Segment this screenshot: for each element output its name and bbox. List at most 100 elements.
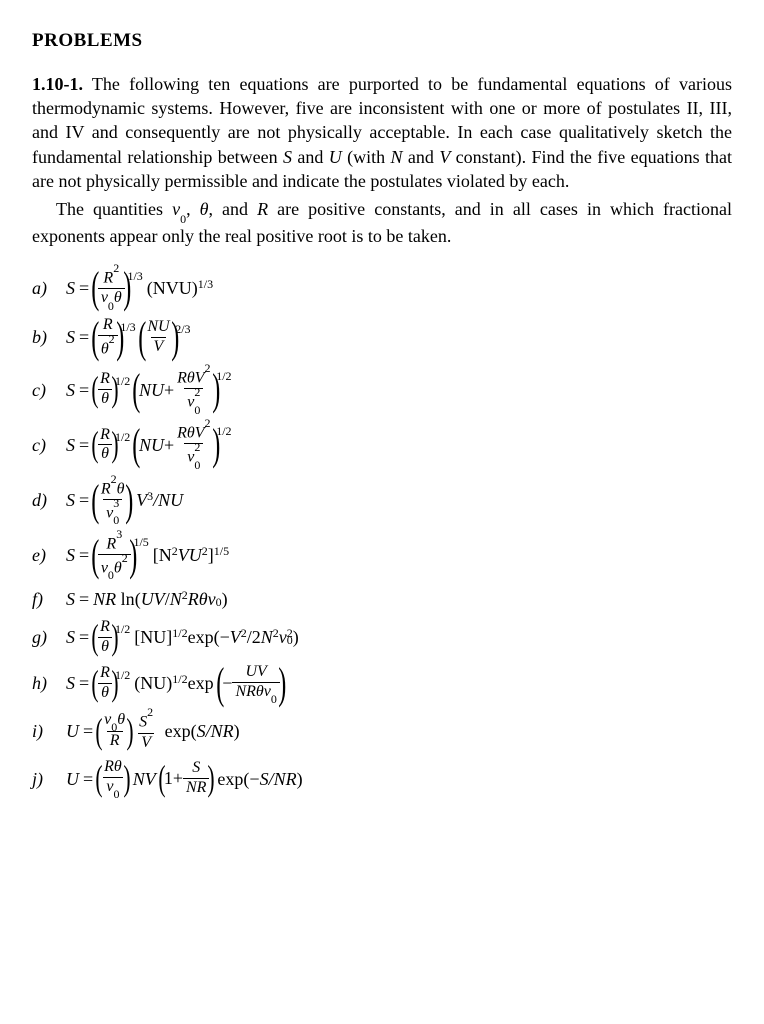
num: R: [106, 535, 116, 552]
term: NV: [133, 767, 156, 791]
sup: 2: [273, 625, 279, 641]
sup: 2: [202, 543, 208, 559]
equation-g: g) S = ( R θ ) 1/2 [NU]1/2exp(− V2/2N2v2…: [32, 619, 732, 656]
exp: exp(: [188, 625, 220, 649]
den: θ: [101, 445, 109, 462]
paren-open: (: [91, 484, 99, 517]
sup: 3: [147, 488, 153, 504]
eq-label: c): [32, 378, 66, 402]
eq-label: g): [32, 625, 66, 649]
minus: −: [220, 625, 230, 649]
term: NU: [139, 433, 164, 457]
term: /2: [247, 625, 261, 649]
eq-label: e): [32, 543, 66, 567]
paren: ): [297, 767, 303, 791]
num: Rθ: [104, 758, 122, 775]
sub: 0: [180, 212, 186, 226]
paren-close: ): [111, 430, 118, 459]
paren-open: (: [138, 321, 146, 354]
den: θ: [101, 638, 109, 655]
var-S: S: [66, 625, 75, 649]
eq-label: i): [32, 719, 66, 743]
sup: 1/2: [172, 625, 187, 641]
fraction: v0θ R: [101, 712, 128, 751]
paren-open: (: [133, 373, 141, 406]
equals: =: [83, 767, 93, 791]
paren-close: ): [129, 539, 137, 572]
problem-number: 1.10-1.: [32, 74, 83, 94]
sup: 2: [205, 361, 211, 375]
equation-c: c) S = ( R θ ) 1/2 ( NU + RθV2 v20: [32, 366, 732, 413]
text: (with: [342, 147, 391, 167]
paren-open: (: [133, 428, 141, 461]
eq-label: f): [32, 587, 66, 611]
equals: =: [79, 276, 89, 300]
paren-open: (: [92, 669, 99, 698]
text: ,: [186, 199, 200, 219]
equation-c-repeat: c) S = ( R θ ) 1/2 ( NU + RθV2 v20: [32, 421, 732, 468]
plus: +: [173, 766, 183, 790]
sup: 2: [113, 261, 119, 275]
exp: exp: [188, 671, 214, 695]
paren-close: ): [278, 667, 286, 700]
num: θ: [117, 711, 125, 728]
sup: 3: [113, 496, 119, 510]
paren-close: ): [126, 484, 134, 517]
fraction: R θ2: [98, 317, 118, 358]
den: θ: [114, 289, 122, 306]
num: UV: [245, 663, 266, 680]
paren: ): [234, 719, 240, 743]
paren-open: (: [91, 321, 99, 354]
text: The quantities: [56, 199, 172, 219]
equation-i: i) U = ( v0θ R ) S2 V exp(S/NR): [32, 710, 732, 751]
num: S: [139, 714, 147, 731]
var-R: R: [257, 199, 268, 219]
term: N: [261, 625, 273, 649]
fraction: NU V: [144, 319, 172, 356]
term: VU: [178, 543, 202, 567]
eq-label: d): [32, 488, 66, 512]
paren-close: ): [127, 717, 134, 746]
fraction: R2θ v30: [98, 477, 128, 524]
num: R: [100, 618, 110, 635]
equals: =: [79, 433, 89, 457]
equation-b: b) S = ( R θ2 ) 1/3 ( NU V ) 2/3: [32, 317, 732, 358]
fraction: UV NRθv0: [232, 664, 279, 703]
sup: 2: [194, 440, 200, 454]
sup: 3: [116, 527, 122, 541]
ln: ln: [121, 587, 135, 611]
equals: =: [79, 325, 89, 349]
var-S: S: [66, 488, 75, 512]
sup: 2: [109, 332, 115, 346]
term: NR: [93, 587, 116, 611]
term: (NU): [134, 671, 172, 695]
term: /NU: [153, 488, 183, 512]
paren-open: (: [158, 764, 165, 793]
den: V: [154, 338, 164, 355]
den: V: [141, 734, 151, 751]
equation-f: f) S = NR ln(UV/N2Rθv0): [32, 587, 732, 611]
paren-close: ): [212, 373, 220, 406]
plus: +: [164, 433, 174, 457]
paren-close: ): [212, 428, 220, 461]
term: V: [230, 625, 241, 649]
fraction: R2 v0θ: [98, 266, 125, 309]
var-S: S: [66, 433, 75, 457]
paren-close: ): [123, 764, 130, 793]
term: v: [208, 587, 216, 611]
den: NRθ: [235, 683, 263, 700]
equation-e: e) S = ( R3 v0θ2 ) 1/5 [N2VU2]1/5: [32, 532, 732, 579]
den: θ: [101, 340, 109, 357]
den: θ: [101, 390, 109, 407]
sup: 2: [111, 472, 117, 486]
sub: 0: [111, 720, 117, 734]
equation-d: d) S = ( R2θ v30 ) V3/NU: [32, 477, 732, 524]
sub: 0: [287, 632, 293, 648]
term: V: [136, 488, 147, 512]
num: Rθ: [177, 369, 195, 386]
paren-close: ): [171, 321, 179, 354]
section-heading: PROBLEMS: [32, 28, 732, 54]
var-V: V: [439, 147, 450, 167]
problem-statement-p2: The quantities v0, θ, and R are positive…: [32, 197, 732, 248]
eq-label: a): [32, 276, 66, 300]
